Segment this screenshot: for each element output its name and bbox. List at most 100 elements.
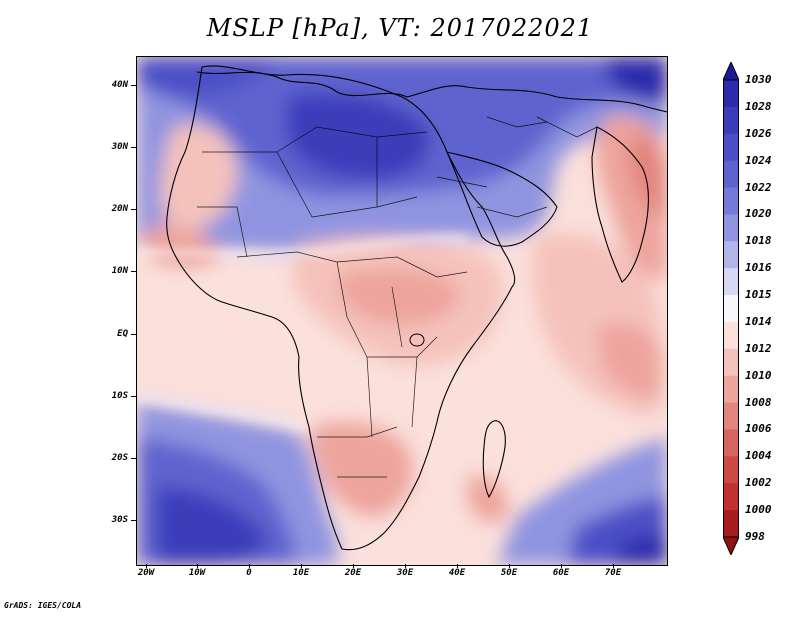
lat-tick	[131, 209, 136, 210]
colorbar-segment	[723, 160, 739, 189]
colorbar-label: 1024	[745, 153, 772, 167]
lat-tick	[131, 147, 136, 148]
lake-victoria	[409, 333, 425, 347]
europe-coastline	[196, 71, 667, 113]
colorbar-bottom-arrow	[723, 536, 739, 555]
border-13	[476, 206, 548, 218]
colorbar-segment	[723, 133, 739, 162]
low-madagascar-east	[467, 476, 508, 523]
lon-label-40e: 40E	[448, 568, 466, 578]
lon-tick	[301, 564, 302, 568]
colorbar-segment	[723, 375, 739, 404]
colorbar-label: 1022	[745, 180, 772, 194]
lon-tick	[613, 564, 614, 568]
colorbar-segment	[723, 321, 739, 350]
lat-label-30n: 30N	[111, 142, 128, 152]
lon-tick	[405, 564, 406, 568]
colorbar-frame	[723, 79, 739, 538]
band-1014-south	[137, 393, 308, 431]
lon-label-10e: 10E	[292, 568, 310, 578]
border-16	[486, 116, 548, 128]
map-title: MSLP [hPa], VT: 2017022021	[206, 14, 594, 42]
border-15	[536, 116, 598, 138]
lat-tick	[131, 271, 136, 272]
lon-label-60e: 60E	[552, 568, 570, 578]
lat-tick	[131, 396, 136, 397]
high-south-atlantic-center	[157, 487, 267, 565]
lat-label-40n: 40N	[111, 80, 128, 90]
colorbar-label: 1004	[745, 449, 772, 463]
high-core-sahara	[287, 93, 430, 180]
colorbar-segment	[723, 295, 739, 323]
border-17	[197, 206, 248, 258]
lon-label-20e: 20E	[344, 568, 362, 578]
colorbar-label: 1002	[745, 476, 772, 490]
lon-label-0: 0	[246, 568, 252, 578]
lon-label-70e: 70E	[604, 568, 622, 578]
madagascar-coastline	[482, 420, 506, 499]
lat-label-20n: 20N	[111, 204, 128, 214]
lon-tick	[353, 564, 354, 568]
pressure-map	[136, 56, 668, 566]
low-southern-africa	[311, 422, 413, 517]
lat-tick	[131, 458, 136, 459]
colorbar-segment	[723, 106, 739, 135]
colorbar	[723, 62, 739, 555]
border-10	[366, 356, 373, 438]
lon-tick	[509, 564, 510, 568]
lat-tick	[131, 520, 136, 521]
lon-tick	[197, 564, 198, 568]
colorbar-label: 1006	[745, 422, 772, 436]
arabia-coastline	[446, 151, 558, 247]
border-14	[436, 176, 488, 188]
colorbar-label: 1000	[745, 503, 772, 517]
low-west-sahara	[160, 124, 238, 232]
colorbar-segment	[723, 187, 739, 215]
colorbar-label: 1016	[745, 261, 772, 275]
colorbar-label: 1014	[745, 314, 772, 328]
band-1014-north	[137, 234, 468, 259]
lon-tick	[457, 564, 458, 568]
colorbar-label: 1008	[745, 395, 772, 409]
border-2	[276, 126, 428, 153]
colorbar-label: 1028	[745, 99, 772, 113]
lat-label-10n: 10N	[111, 266, 128, 276]
lat-label-30s: 30S	[111, 515, 128, 525]
low-central-africa-core	[337, 268, 459, 326]
colorbar-segment	[723, 483, 739, 511]
high-core-northeast	[607, 57, 667, 104]
border-7	[396, 256, 468, 278]
colorbar-segment	[723, 214, 739, 242]
lat-label-20s: 20S	[111, 453, 128, 463]
pressure-field-svg	[137, 57, 667, 565]
lon-tick	[561, 564, 562, 568]
lon-tick	[249, 564, 250, 568]
colorbar-top-arrow	[723, 62, 739, 81]
colorbar-segment	[723, 80, 739, 108]
lon-label-20w: 20W	[137, 568, 155, 578]
colorbar-label: 1020	[745, 207, 772, 221]
high-south-indian-center	[617, 535, 667, 565]
colorbar-label: 998	[745, 530, 765, 543]
border-11	[411, 356, 418, 428]
colorbar-segment	[723, 241, 739, 269]
colorbar-segments	[723, 62, 739, 555]
colorbar-segment	[723, 456, 739, 484]
low-indian-ocean-core	[597, 323, 662, 398]
colorbar-label: 1010	[745, 368, 772, 382]
border-5	[236, 251, 398, 263]
border-9	[317, 426, 398, 438]
colorbar-segment	[723, 429, 739, 457]
colorbar-label: 1018	[745, 234, 772, 248]
transition-bands	[137, 234, 468, 431]
colorbar-segment	[723, 510, 739, 538]
colorbar-segment	[723, 268, 739, 296]
india-coastline	[591, 126, 649, 283]
colorbar-label: 1012	[745, 341, 772, 355]
border-6	[336, 261, 368, 358]
colorbar-segment	[723, 348, 739, 377]
colorbar-label: 1030	[745, 73, 772, 86]
lat-label-10s: 10S	[111, 391, 128, 401]
colorbar-label: 1026	[745, 126, 772, 140]
lat-tick	[131, 334, 136, 335]
